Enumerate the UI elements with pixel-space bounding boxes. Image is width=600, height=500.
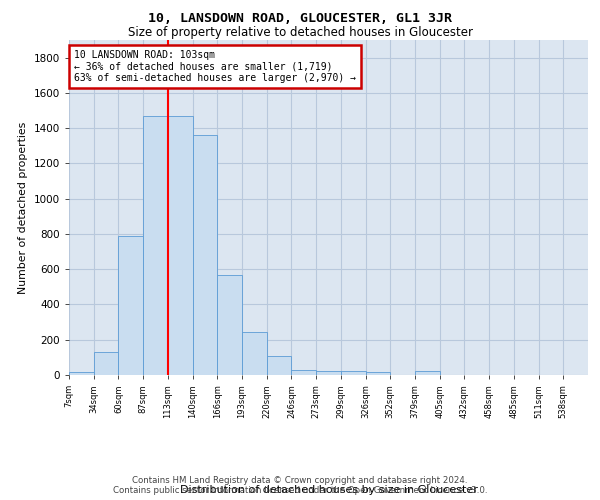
Bar xyxy=(415,372,440,375)
Bar xyxy=(94,352,118,375)
Bar xyxy=(118,236,143,375)
Y-axis label: Number of detached properties: Number of detached properties xyxy=(18,122,28,294)
Bar xyxy=(69,372,94,375)
Bar xyxy=(168,116,193,375)
X-axis label: Distribution of detached houses by size in Gloucester: Distribution of detached houses by size … xyxy=(179,484,478,494)
Text: 10, LANSDOWN ROAD, GLOUCESTER, GL1 3JR: 10, LANSDOWN ROAD, GLOUCESTER, GL1 3JR xyxy=(148,12,452,26)
Bar xyxy=(341,372,365,375)
Bar xyxy=(217,274,242,375)
Text: 10 LANSDOWN ROAD: 103sqm
← 36% of detached houses are smaller (1,719)
63% of sem: 10 LANSDOWN ROAD: 103sqm ← 36% of detach… xyxy=(74,50,356,83)
Bar xyxy=(365,372,390,375)
Text: Size of property relative to detached houses in Gloucester: Size of property relative to detached ho… xyxy=(128,26,473,39)
Bar xyxy=(193,135,217,375)
Bar xyxy=(316,370,341,375)
Bar xyxy=(242,332,267,375)
Bar xyxy=(292,370,316,375)
Bar xyxy=(267,356,292,375)
Text: Contains HM Land Registry data © Crown copyright and database right 2024.
Contai: Contains HM Land Registry data © Crown c… xyxy=(113,476,487,495)
Bar xyxy=(143,116,168,375)
